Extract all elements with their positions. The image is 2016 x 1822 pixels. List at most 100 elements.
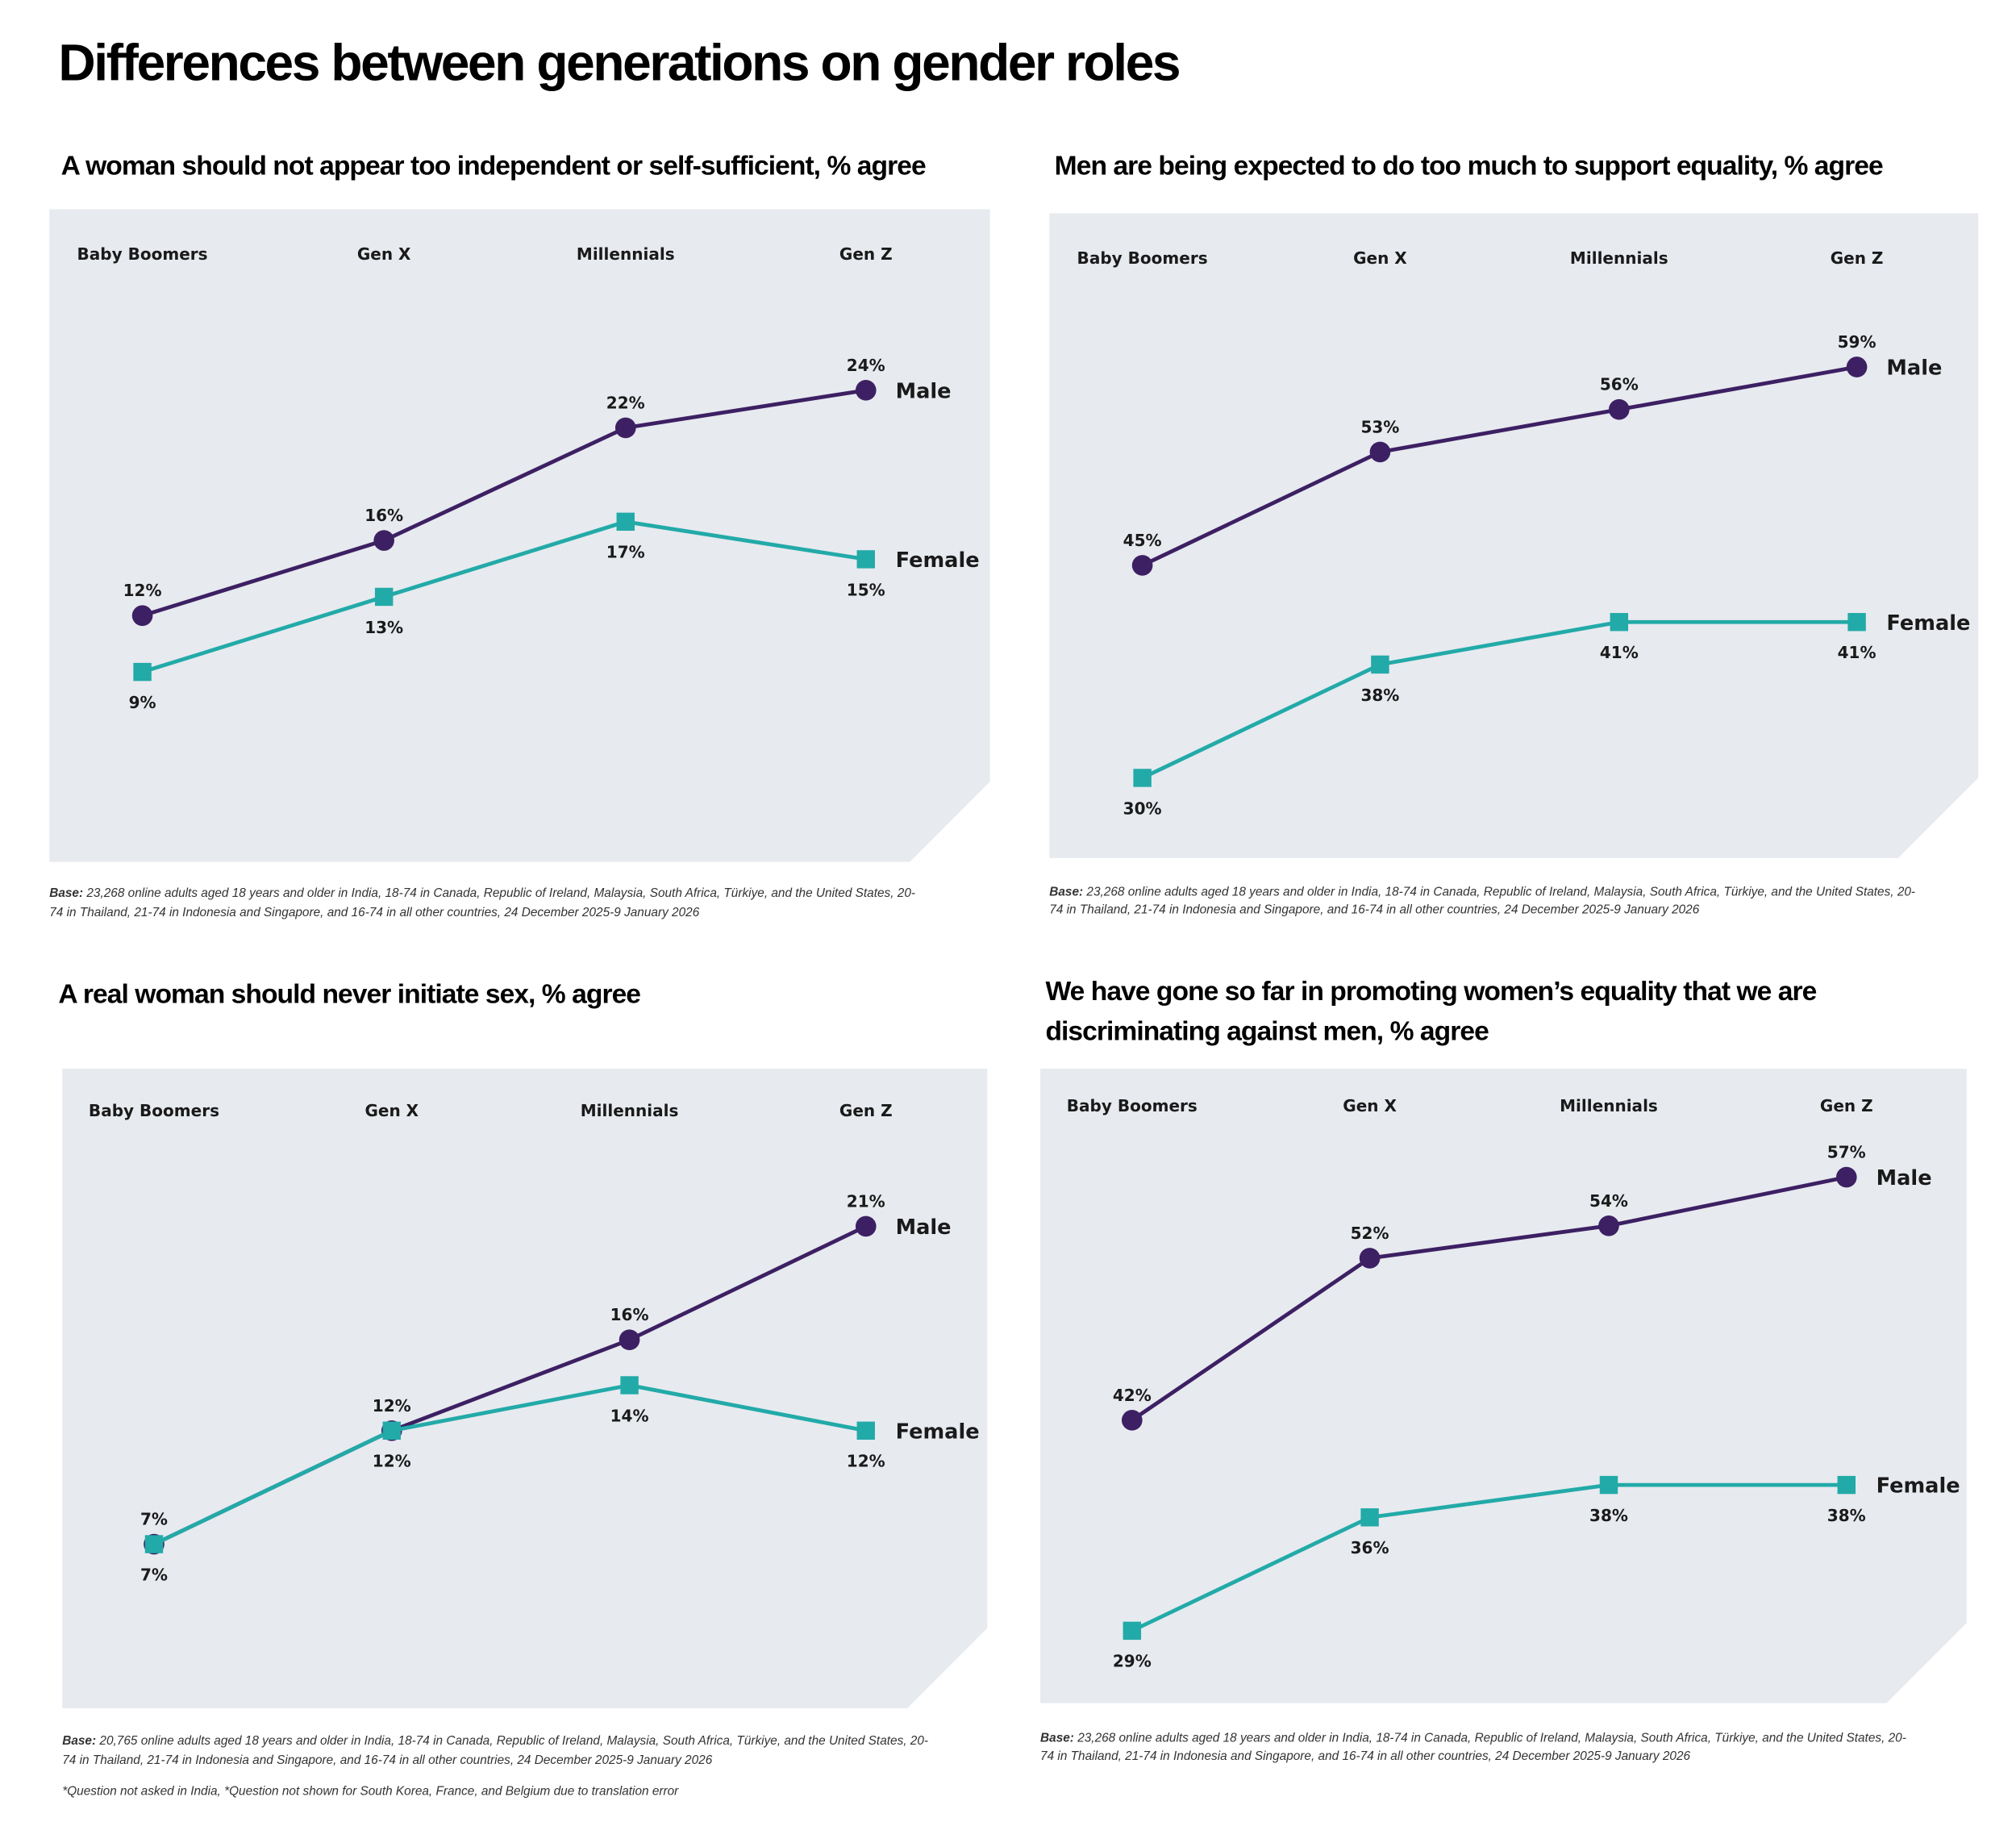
data-label: 12%: [373, 1396, 411, 1415]
footnote-base: Base: 20,765 online adults aged 18 years…: [62, 1734, 928, 1748]
series-name-male: Male: [896, 379, 952, 403]
female-point: [133, 662, 152, 682]
male-point: [1835, 1166, 1857, 1188]
female-point: [616, 512, 635, 532]
series-line-female: [141, 519, 867, 674]
category-label: Baby Boomers: [1067, 1096, 1198, 1115]
series-name-female: Female: [1876, 1474, 1960, 1499]
category-label: Millennials: [577, 244, 675, 264]
footnote-line2: 74 in Thailand, 21-74 in Indonesia and S…: [49, 906, 699, 919]
female-point: [382, 1421, 401, 1440]
data-label: 29%: [1113, 1652, 1152, 1671]
data-label: 54%: [1589, 1191, 1628, 1211]
category-label: Gen X: [1343, 1096, 1397, 1115]
data-label: 12%: [123, 581, 162, 600]
chart-title: Men are being expected to do too much to…: [1055, 151, 1883, 181]
footnote-base: Base: 23,268 online adults aged 18 years…: [49, 886, 915, 900]
data-label: 56%: [1600, 375, 1639, 394]
main-title: Differences between generations on gende…: [58, 33, 1179, 91]
category-label: Baby Boomers: [77, 244, 208, 264]
category-label: Gen X: [357, 244, 411, 264]
footnote-label: Base:: [49, 886, 83, 900]
data-label: 45%: [1123, 531, 1162, 550]
series-line-male: [1141, 365, 1858, 568]
category-label: Gen Z: [839, 244, 893, 264]
male-point: [614, 417, 636, 439]
footnote-note: *Question not asked in India, *Question …: [62, 1784, 679, 1798]
male-point: [373, 530, 394, 551]
female-point: [1360, 1508, 1379, 1527]
footnote-base: Base: 23,268 online adults aged 18 years…: [1049, 885, 1915, 898]
category-label: Gen X: [1353, 248, 1407, 268]
data-label: 38%: [1589, 1506, 1628, 1525]
footnote-label: Base:: [1040, 1732, 1074, 1745]
footnote-text: 20,765 online adults aged 18 years and o…: [96, 1734, 928, 1748]
series-line-male: [1131, 1175, 1847, 1422]
category-label: Millennials: [581, 1101, 679, 1120]
chart-title: A real woman should never initiate sex, …: [58, 979, 640, 1009]
data-label: 12%: [373, 1452, 411, 1471]
male-point: [1608, 398, 1630, 420]
data-label: 12%: [847, 1452, 885, 1471]
data-label: 41%: [1838, 643, 1876, 662]
series-name-male: Male: [896, 1215, 952, 1240]
data-label: 59%: [1838, 332, 1876, 352]
footnote-label: Base:: [1049, 885, 1083, 898]
footnote-text: 23,268 online adults aged 18 years and o…: [83, 886, 915, 900]
chart-title-line2: discriminating against men, % agree: [1045, 1017, 1489, 1047]
male-point: [1369, 441, 1391, 463]
footnote-line2: 74 in Thailand, 21-74 in Indonesia and S…: [62, 1753, 712, 1767]
footnote-line2: 74 in Thailand, 21-74 in Indonesia and S…: [1049, 903, 1699, 917]
male-point: [619, 1329, 640, 1350]
male-point: [1846, 356, 1868, 377]
female-point: [1610, 613, 1629, 632]
chart-title: We have gone so far in promoting women’s…: [1045, 977, 1816, 1007]
chart-panel-3: A real woman should never initiate sex, …: [58, 979, 988, 1798]
data-label: 9%: [129, 693, 156, 712]
data-label: 7%: [140, 1565, 168, 1584]
series-line-female: [152, 1383, 867, 1546]
male-point: [1131, 555, 1153, 576]
data-label: 14%: [610, 1406, 649, 1425]
female-point: [1847, 613, 1866, 632]
data-label: 57%: [1827, 1143, 1866, 1162]
female-point: [1837, 1475, 1856, 1495]
data-label: 42%: [1113, 1386, 1152, 1405]
male-point: [131, 605, 153, 627]
data-label: 38%: [1360, 686, 1399, 705]
data-label: 36%: [1351, 1538, 1389, 1557]
data-label: 38%: [1827, 1506, 1866, 1525]
category-label: Millennials: [1570, 248, 1668, 268]
series-name-female: Female: [1886, 611, 1970, 636]
category-label: Baby Boomers: [89, 1101, 219, 1120]
female-point: [1599, 1475, 1618, 1495]
female-point: [144, 1535, 164, 1553]
category-label: Millennials: [1560, 1096, 1658, 1115]
footnote-label: Base:: [62, 1734, 96, 1748]
female-point: [374, 587, 394, 607]
data-label: 16%: [610, 1305, 649, 1324]
data-label: 41%: [1600, 643, 1639, 662]
chart-background: [62, 1068, 988, 1709]
chart-background: [1049, 213, 1979, 858]
female-point: [856, 1421, 875, 1440]
category-label: Baby Boomers: [1077, 248, 1208, 268]
chart-background: [1040, 1068, 1967, 1703]
male-point: [1121, 1409, 1143, 1431]
series-name-male: Male: [1886, 356, 1942, 381]
series-name-female: Female: [896, 1420, 980, 1444]
data-label: 52%: [1351, 1224, 1389, 1243]
category-label: Gen Z: [1820, 1096, 1873, 1115]
data-label: 7%: [140, 1510, 168, 1529]
series-line-female: [1131, 1482, 1847, 1633]
female-point: [1371, 655, 1389, 674]
male-point: [855, 1215, 877, 1237]
male-point: [855, 380, 877, 401]
footnote-base: Base: 23,268 online adults aged 18 years…: [1040, 1732, 1906, 1745]
data-label: 13%: [364, 618, 403, 637]
category-label: Gen X: [364, 1101, 419, 1120]
chart-panel-2: Men are being expected to do too much to…: [1049, 151, 1979, 917]
series-line-male: [141, 388, 867, 618]
female-point: [1123, 1621, 1142, 1641]
